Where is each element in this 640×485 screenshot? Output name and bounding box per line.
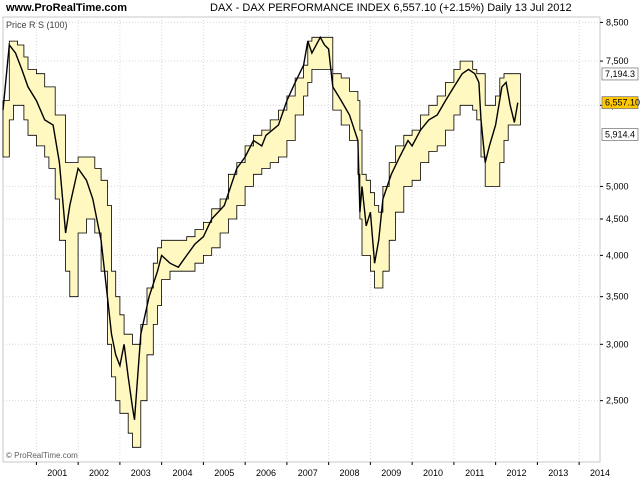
x-tick-label: 2011 [465, 468, 484, 478]
y-tick-label: 4,500 [606, 214, 629, 224]
price-label-box [601, 128, 639, 141]
price-labels: 7,194.3 6,557.10 5,914.4 [601, 67, 640, 141]
x-tick-label: 2009 [381, 468, 401, 478]
price-label-text: 6,557.10 [605, 98, 640, 108]
x-tick-label: 2004 [173, 468, 193, 478]
price-series-line [2, 35, 519, 420]
y-tick-label: 8,500 [606, 17, 629, 27]
y-tick-label: 3,000 [606, 339, 629, 349]
x-axis: 2001 2002 2003 2004 2005 2006 2007 2008 2009 2010… [35, 462, 610, 478]
x-tick-label: 2007 [298, 468, 318, 478]
y-tick-label: 7,500 [606, 56, 629, 66]
x-tick-label: 2012 [506, 468, 526, 478]
price-label-text: 7,194.3 [605, 69, 635, 79]
x-tick-label: 2001 [47, 468, 67, 478]
price-label-box [601, 67, 639, 81]
y-tick-label: 4,000 [606, 250, 629, 260]
site-name: www.ProRealTime.com [6, 2, 128, 14]
watermark: © ProRealTime.com [6, 451, 78, 460]
price-label-text: 5,914.4 [605, 130, 635, 140]
rs-band [2, 36, 521, 448]
y-tick-label: 3,500 [606, 292, 629, 302]
x-tick-label: 2005 [214, 468, 234, 478]
chart-title: DAX - DAX PERFORMANCE INDEX 6,557.10 (+2… [210, 2, 572, 14]
x-tick-label: 2003 [131, 468, 151, 478]
x-tick-label: 2008 [339, 468, 359, 478]
x-tick-label: 2002 [89, 468, 109, 478]
x-tick-label: 2014 [590, 468, 610, 478]
indicator-label: Price R S (100) [6, 20, 68, 30]
price-label-box [601, 96, 639, 110]
x-tick-label: 2010 [423, 468, 443, 478]
rs-band-area [2, 36, 521, 448]
x-tick-label: 2006 [256, 468, 276, 478]
y-tick-label: 2,500 [606, 396, 629, 406]
x-tick-label: 2013 [548, 468, 568, 478]
price-line [2, 35, 519, 420]
y-tick-label: 5,000 [606, 181, 629, 191]
